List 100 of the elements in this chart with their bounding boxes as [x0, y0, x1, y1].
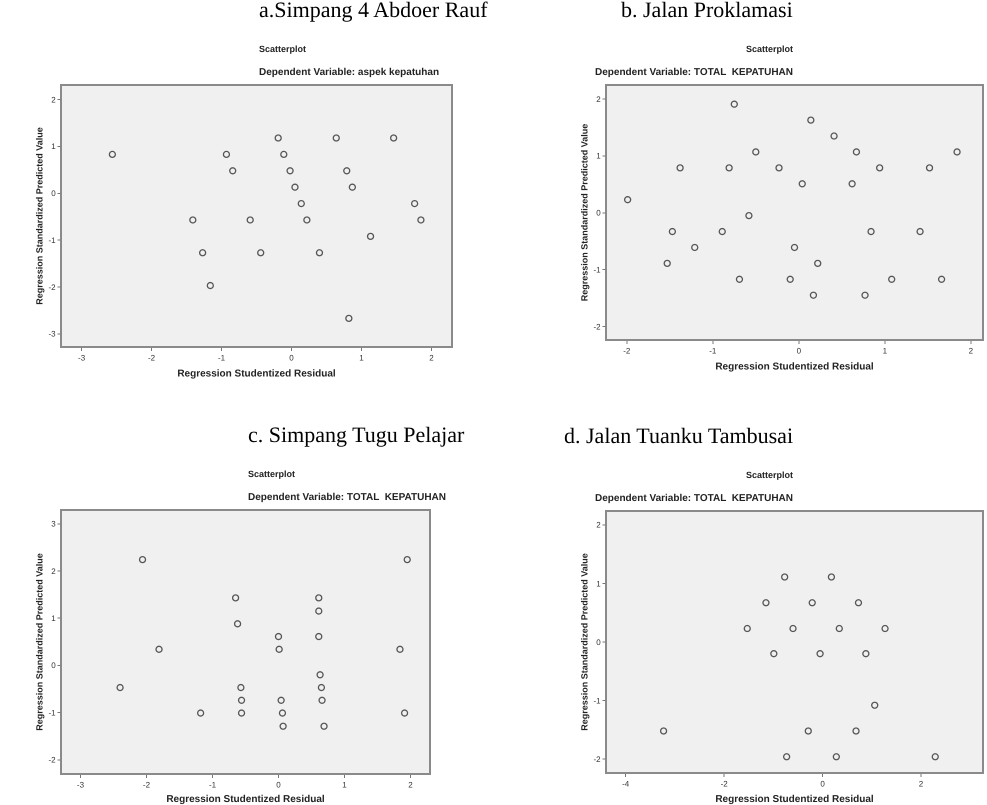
point	[286, 167, 294, 174]
x-tick-label: -4	[622, 779, 630, 788]
point	[138, 556, 146, 564]
point	[932, 753, 939, 760]
text: b. Jalan Proklamasi	[621, 0, 793, 22]
x-tick-label: 0	[289, 353, 294, 362]
x-tick-label: -2	[148, 353, 156, 362]
point	[234, 620, 242, 628]
x-tick-label: 0	[820, 779, 826, 788]
point	[232, 594, 240, 602]
point	[257, 249, 264, 256]
x-axis-title: Regression Studentized Residual	[715, 794, 874, 805]
y-tick-label: 0	[51, 189, 56, 198]
point	[804, 727, 812, 735]
y-tick-label: -1	[48, 236, 56, 245]
point	[775, 164, 783, 172]
point	[198, 249, 206, 256]
point	[744, 624, 751, 632]
point	[155, 646, 163, 653]
point	[276, 646, 283, 653]
point	[116, 684, 124, 692]
x-tick-label: -1	[709, 346, 717, 356]
point	[926, 164, 934, 172]
chart-subtitle: Dependent Variable: TOTAL KEPATUHAN	[248, 492, 446, 503]
x-tick-label: -1	[218, 353, 226, 362]
y-tick-label: -1	[48, 708, 56, 718]
point	[237, 684, 245, 692]
point	[320, 722, 328, 730]
point	[848, 180, 856, 188]
y-axis-title: Regression Standardized Predicted Value	[34, 127, 44, 305]
point	[274, 134, 282, 142]
point	[730, 100, 738, 108]
point	[108, 150, 116, 158]
chart-title: Scatterplot	[746, 44, 794, 54]
y-axis-title: Regression Standardized Predicted Value	[579, 124, 590, 302]
point	[881, 624, 889, 632]
point	[206, 282, 214, 290]
x-tick-label: 2	[968, 346, 974, 356]
point	[316, 671, 324, 678]
point	[854, 599, 862, 606]
point	[348, 184, 356, 191]
y-tick-label: 2	[596, 94, 602, 104]
point	[876, 164, 884, 172]
x-tick-label: 2	[429, 353, 434, 362]
point	[852, 148, 860, 156]
point	[916, 228, 924, 236]
point	[390, 134, 398, 142]
x-tick-label: -3	[78, 353, 86, 362]
point	[676, 164, 684, 172]
point	[280, 150, 288, 158]
point	[238, 696, 246, 704]
point	[798, 180, 806, 188]
point	[789, 624, 797, 632]
point	[366, 232, 374, 240]
y-tick-label: -1	[594, 696, 602, 706]
point	[871, 702, 878, 709]
point	[343, 167, 350, 174]
point	[345, 314, 352, 322]
point	[691, 244, 698, 252]
x-axis-title: Regression Studentized Residual	[177, 368, 336, 380]
point	[736, 276, 744, 283]
point	[852, 727, 860, 735]
x-tick-label: 1	[359, 353, 364, 362]
point	[830, 132, 838, 140]
point	[291, 184, 299, 191]
point	[332, 134, 340, 142]
text: a.Simpang 4 Abdoer Rauf	[259, 0, 488, 22]
point	[410, 200, 418, 208]
point	[752, 148, 760, 156]
point	[664, 260, 671, 268]
point	[862, 650, 870, 658]
point	[790, 244, 798, 252]
point	[745, 212, 753, 220]
y-tick-label: 1	[51, 614, 56, 623]
point	[238, 709, 246, 717]
point	[828, 573, 836, 581]
y-tick-label: 2	[51, 95, 56, 104]
y-tick-label: -1	[594, 265, 602, 274]
point	[404, 556, 411, 564]
point	[836, 624, 843, 632]
point	[315, 594, 322, 602]
point	[318, 684, 326, 692]
point	[400, 709, 408, 717]
point	[888, 276, 896, 283]
point	[668, 228, 676, 236]
chart-subtitle: Dependent Variable: aspek kepatuhan	[259, 67, 440, 78]
chart-title: Scatterplot	[746, 470, 794, 480]
point	[725, 164, 733, 172]
point	[315, 607, 322, 615]
chart-subtitle: Dependent Variable: TOTAL KEPATUHAN	[595, 67, 793, 78]
chart-title: Scatterplot	[248, 469, 296, 479]
x-tick-label: 0	[796, 346, 802, 356]
text: d. Jalan Tuanku Tambusai	[564, 423, 794, 448]
point	[189, 216, 196, 224]
x-tick-label: -1	[208, 780, 217, 790]
point	[303, 216, 311, 224]
point	[782, 753, 790, 760]
y-tick-label: -2	[48, 756, 56, 765]
point	[808, 599, 816, 606]
x-tick-label: 0	[276, 780, 282, 790]
